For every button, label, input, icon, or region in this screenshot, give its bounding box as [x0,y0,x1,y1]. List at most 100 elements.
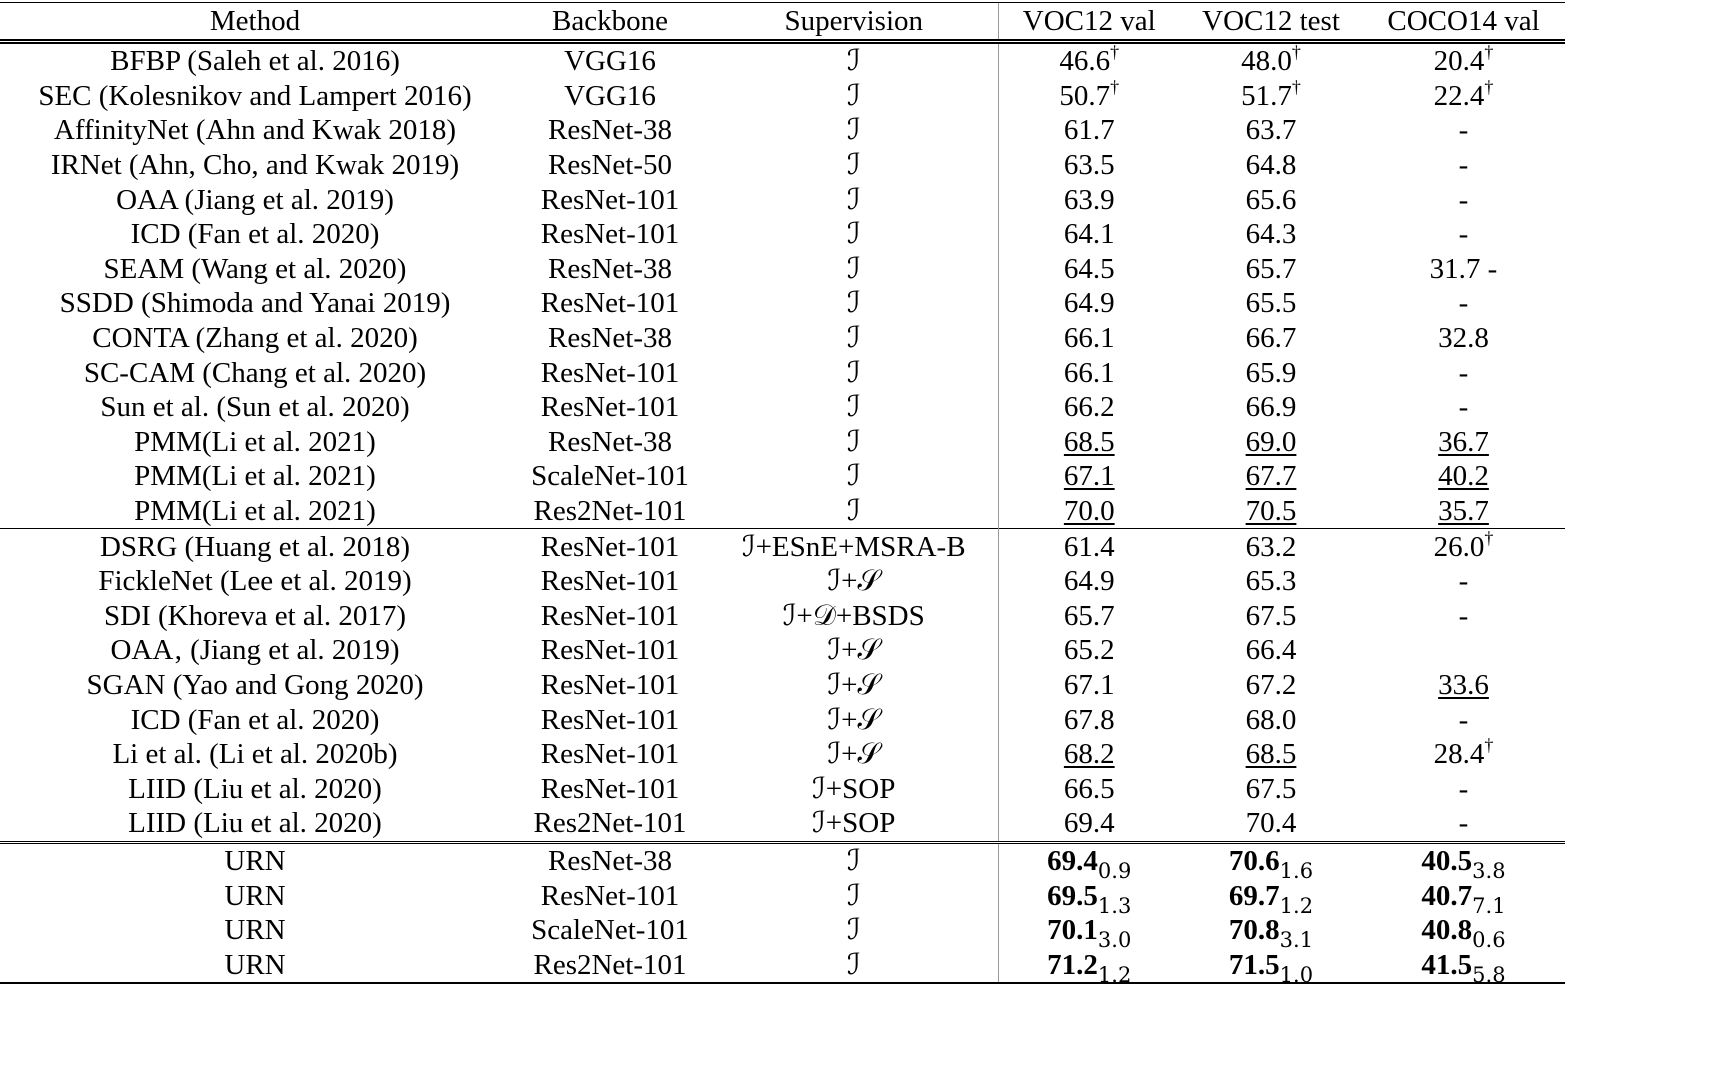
voc12-test-cell: 65.3 [1180,564,1362,599]
voc12-val-cell: 46.6† [997,41,1180,79]
backbone-cell: VGG16 [564,79,656,112]
backbone-cell: ResNet-101 [540,668,680,701]
table-row: SSDD (Shimoda and Yanai 2019) ResNet-101 ℐ… [0,286,1565,321]
score-value: - [1458,183,1469,216]
score-value: 70.1 [1047,914,1098,947]
voc12-val-cell: 66.5 [997,771,1180,807]
header-voc12-test: VOC12 test [1180,2,1362,42]
voc12-val-cell: 64.9 [997,286,1180,321]
std-subscript: 3.0 [1097,928,1132,953]
coco14-val-cell: 22.4† [1362,78,1565,114]
supervision-cell: ℐ [846,914,861,947]
coco14-val-cell: 32.8 [1362,321,1565,356]
score-value: 63.5 [1063,149,1115,182]
results-table: Method Backbone Supervision VOC12 val VO… [0,2,1565,987]
voc12-val-cell: 63.5 [997,147,1180,183]
score-value: 40.5 [1421,844,1473,877]
backbone-cell: ResNet-38 [547,114,673,147]
dagger-mark: † [1291,42,1301,63]
voc12-test-cell: 67.5 [1180,771,1362,806]
coco14-val-cell: 41.55.8 [1362,947,1565,985]
score-value: - [1458,114,1469,147]
coco14-val-cell: - [1362,355,1565,390]
method-cell: SDI (Khoreva et al. 2017) [104,599,406,632]
voc12-val-cell: 69.4 [997,806,1180,843]
supervision-cell: ℐ+𝒮 [827,668,880,701]
method-cell: CONTA (Zhang et al. 2020) [92,322,418,355]
score-value: 51.7 [1241,79,1292,112]
method-cell: LIID (Liu et al. 2020) [128,772,382,805]
coco14-val-cell: 35.7 [1362,494,1565,529]
supervision-cell: ℐ [846,322,861,355]
dagger-mark: † [1484,527,1494,548]
backbone-cell: ResNet-101 [540,391,680,424]
table-row: PMM(Li et al. 2021) ScaleNet-101 ℐ 67.1 67.7… [0,459,1565,494]
voc12-val-cell: 68.2 [997,736,1180,772]
score-value: 65.7 [1245,252,1297,285]
supervision-cell: ℐ [846,391,861,424]
method-cell: SSDD (Shimoda and Yanai 2019) [59,287,451,320]
voc12-test-cell: 69.0 [1180,425,1362,460]
std-subscript: 1.0 [1279,962,1314,987]
score-value: 48.0 [1241,45,1292,78]
score-value: 36.7 [1438,425,1489,458]
score-value: 67.7 [1245,460,1297,493]
method-cell: AffinityNet (Ahn and Kwak 2018) [53,114,457,147]
table-row: SEAM (Wang et al. 2020) ResNet-38 ℐ 64.5 65.… [0,251,1565,287]
score-value: - [1458,287,1469,320]
score-value: 69.4 [1047,844,1098,877]
coco14-val-cell: - [1362,806,1565,842]
score-value: 22.4 [1433,79,1485,112]
score-value: 66.1 [1063,356,1115,389]
backbone-cell: ResNet-38 [547,252,673,285]
score-value: - [1458,218,1469,251]
method-cell: SC-CAM (Chang et al. 2020) [83,356,427,389]
score-value: 46.6 [1059,45,1111,78]
supervision-cell: ℐ [846,356,861,389]
voc12-test-cell: 70.83.1 [1180,913,1362,951]
score-value: 67.5 [1245,599,1297,632]
score-value: - [1458,599,1469,632]
backbone-cell: ResNet-38 [547,425,673,458]
table-row: SC-CAM (Chang et al. 2020) ResNet-101 ℐ 66.… [0,355,1565,390]
header-method: Method [0,2,510,42]
score-value: 40.8 [1421,914,1473,947]
score-value: 67.1 [1063,668,1115,701]
method-cell: PMM(Li et al. 2021) [134,460,376,493]
coco14-val-cell: - [1362,702,1565,737]
supervision-cell: ℐ [846,183,861,216]
method-cell: IRNet (Ahn, Cho, and Kwak 2019) [50,149,460,182]
voc12-val-cell: 68.5 [997,424,1180,460]
supervision-cell: ℐ [846,149,861,182]
score-value: 65.2 [1063,634,1115,667]
voc12-test-cell: 65.7 [1180,252,1362,287]
score-value: 28.4 [1433,738,1485,771]
score-value: 67.8 [1063,703,1115,736]
score-value: 70.0 [1063,495,1115,528]
coco14-val-cell: 26.0† [1362,527,1565,564]
voc12-val-cell: 64.5 [997,251,1180,287]
voc12-test-cell: 65.6 [1180,182,1362,217]
table-row: DSRG (Huang et al. 2018) ResNet-101 ℐ+ESnE… [0,527,1565,564]
supervision-cell: ℐ [846,879,861,912]
supervision-cell: ℐ [846,287,861,320]
method-cell: DSRG (Huang et al. 2018) [0,528,510,564]
score-value: 63.2 [1245,530,1297,563]
supervision-cell: ℐ+𝒮 [827,565,880,598]
coco14-val-cell: - [1362,771,1565,806]
backbone-cell: ScaleNet-101 [531,914,689,947]
method-cell: FickleNet (Lee et al. 2019) [98,565,412,598]
voc12-test-cell: 70.4 [1180,806,1362,842]
backbone-cell: ResNet-38 [510,840,710,879]
voc12-test-cell: 66.7 [1180,321,1362,356]
table-row: PMM(Li et al. 2021) ResNet-38 ℐ 68.5 69.0 36.… [0,424,1565,460]
dagger-mark: † [1484,42,1494,63]
score-value: 35.7 [1438,495,1489,528]
voc12-test-cell: 67.2 [1180,668,1362,703]
supervision-cell: ℐ [846,114,861,147]
voc12-test-cell: 64.8 [1180,148,1362,183]
score-value: 65.3 [1245,565,1297,598]
backbone-cell: ResNet-101 [540,634,680,667]
supervision-cell: ℐ+ESnE+MSRA-B [710,528,998,564]
score-value: 66.7 [1245,322,1297,355]
